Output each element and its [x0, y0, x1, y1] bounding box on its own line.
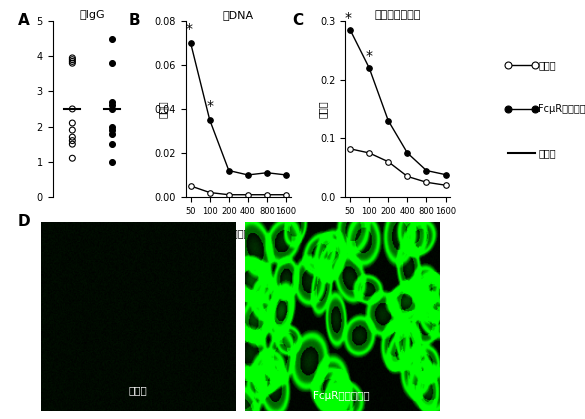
Text: 平均値: 平均値	[538, 148, 556, 158]
Text: 野生型: 野生型	[129, 385, 147, 396]
Text: 野生型: 野生型	[538, 60, 556, 70]
Point	[68, 137, 77, 144]
Text: B: B	[129, 13, 140, 28]
Text: D: D	[18, 214, 30, 229]
Point	[107, 102, 116, 109]
Point	[68, 56, 77, 63]
Text: *: *	[185, 22, 192, 36]
Point	[107, 141, 116, 147]
Point	[68, 155, 77, 162]
Point	[107, 98, 116, 105]
Point	[107, 106, 116, 112]
Text: 吸光度: 吸光度	[158, 100, 168, 118]
Point	[68, 127, 77, 133]
Title: 全IgG: 全IgG	[79, 10, 105, 20]
Point	[107, 127, 116, 133]
Point	[68, 141, 77, 147]
Point	[68, 58, 77, 65]
Point	[107, 130, 116, 137]
Text: C: C	[292, 13, 304, 28]
Text: 希釈倍率: 希釈倍率	[226, 229, 250, 238]
Point	[68, 120, 77, 127]
Text: 希釈倍率: 希釈倍率	[386, 229, 410, 238]
Point	[107, 35, 116, 42]
Point	[107, 60, 116, 67]
Text: FcμR欠損マウス: FcμR欠損マウス	[538, 104, 585, 114]
Point	[107, 123, 116, 130]
Point	[68, 54, 77, 61]
Text: *: *	[207, 99, 213, 114]
Point	[68, 60, 77, 67]
Text: *: *	[345, 11, 352, 25]
Title: 抗DNA: 抗DNA	[223, 10, 254, 20]
Text: *: *	[366, 49, 373, 63]
Point	[107, 158, 116, 165]
Point	[68, 106, 77, 112]
Title: リュウマチ因子: リュウマチ因子	[374, 10, 421, 20]
Text: A: A	[18, 13, 29, 28]
Text: FcμR欠損マウス: FcμR欠損マウス	[314, 391, 370, 401]
Text: 吸光度: 吸光度	[317, 100, 327, 118]
Point	[68, 134, 77, 140]
